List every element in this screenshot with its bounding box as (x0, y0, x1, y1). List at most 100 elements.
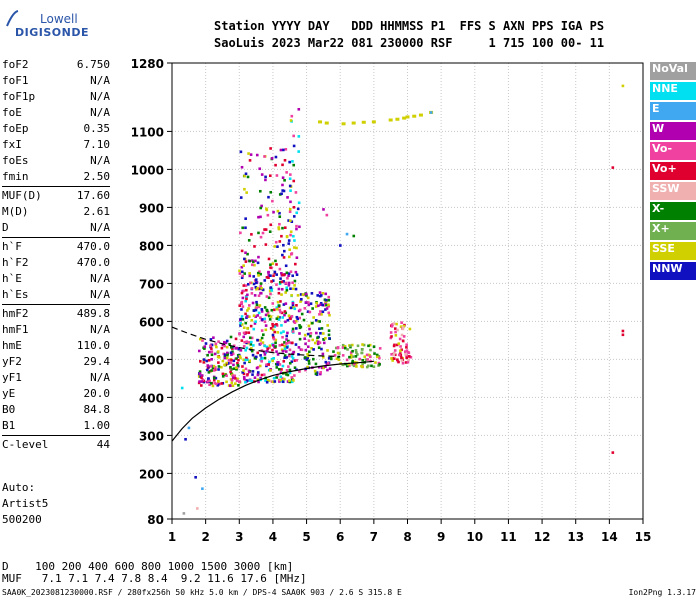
echo-point (256, 378, 260, 381)
echo-point (272, 356, 275, 360)
echo-point (372, 365, 376, 369)
echo-point (312, 316, 315, 319)
echo-point (254, 315, 257, 318)
echo-point (229, 361, 233, 365)
param-row-foes: foEs N/A (2, 153, 110, 169)
echo-point (291, 274, 294, 278)
echo-point (279, 371, 283, 374)
echo-point (285, 356, 288, 359)
echo-point (256, 286, 259, 290)
echo-point (290, 377, 294, 381)
echo-point (354, 363, 358, 366)
echo-point (235, 368, 238, 371)
echo-point (284, 281, 288, 285)
echo-point (401, 361, 405, 365)
echo-point (291, 160, 294, 163)
echo-point (264, 175, 267, 179)
echo-point (256, 338, 259, 342)
echo-point (319, 303, 322, 307)
echo-point (288, 255, 291, 259)
echo-point (206, 379, 210, 383)
echo-point (349, 353, 353, 357)
echo-point (228, 384, 232, 388)
isolated-echo-point (339, 244, 342, 247)
echo-point (280, 234, 283, 238)
echo-point (247, 315, 251, 318)
echo-point (198, 380, 201, 383)
echo-point (250, 233, 253, 236)
echo-point (290, 355, 294, 358)
echo-point (197, 381, 201, 385)
param-row-fxi: fxI 7.10 (2, 137, 110, 153)
echo-point (286, 373, 290, 377)
echo-point (250, 318, 254, 322)
polarization-legend: NoVal NNE E W Vo- Vo+ SSW X- X+ SSE NNW (650, 62, 696, 282)
logo-line-2: DIGISONDE (15, 26, 89, 39)
echo-point (289, 173, 292, 176)
echo-point (216, 355, 220, 359)
echo-point (288, 371, 292, 375)
echo-point (289, 119, 293, 122)
y-tick-label: 200 (139, 467, 164, 481)
echo-point (271, 262, 275, 265)
echo-point (225, 380, 228, 384)
echo-point (287, 365, 290, 368)
echo-point (318, 327, 321, 331)
echo-point (341, 343, 345, 347)
echo-point (273, 270, 277, 274)
echo-point (230, 378, 234, 382)
echo-point (307, 362, 311, 365)
param-value: N/A (90, 288, 110, 301)
echo-point (283, 347, 287, 351)
echo-point (268, 174, 272, 178)
echo-point (264, 379, 267, 382)
echo-point (399, 349, 402, 353)
echo-point (243, 272, 247, 275)
echo-point (272, 337, 276, 341)
echo-point (278, 282, 282, 286)
echo-point (233, 377, 237, 380)
echo-point (254, 320, 257, 323)
echo-point (327, 329, 331, 332)
echo-point (282, 256, 286, 259)
echo-point (294, 262, 297, 266)
echo-point (275, 317, 279, 320)
echo-point (230, 358, 233, 362)
echo-point (260, 329, 264, 332)
param-row-ye: yE 20.0 (2, 386, 110, 402)
echo-point (272, 336, 275, 339)
echo-point (322, 366, 326, 370)
echo-point (276, 361, 279, 364)
echo-point (295, 246, 298, 250)
echo-point (289, 233, 292, 237)
echo-point (235, 346, 239, 350)
param-row-h-e: h`E N/A (2, 271, 110, 287)
echo-point (269, 266, 272, 269)
station-header: Station YYYY DAY DDD HHMMSS P1 FFS S AXN… (214, 18, 604, 52)
y-tick-label: 1100 (131, 125, 164, 139)
param-name: foF1p (2, 90, 36, 103)
muf-table: D 100 200 400 600 800 1000 1500 3000 [km… (2, 561, 307, 585)
echo-point (336, 346, 340, 349)
echo-point (253, 245, 256, 248)
param-name: foEs (2, 154, 29, 167)
echo-point (301, 293, 305, 296)
echo-point (274, 341, 277, 345)
echo-point (257, 215, 260, 219)
legend-item-vo-: Vo+ (650, 162, 696, 180)
echo-point (288, 184, 292, 188)
echo-point (263, 353, 267, 356)
sse-echo-point (402, 116, 407, 120)
echo-point (262, 333, 265, 337)
param-row-fmin: fmin 2.50 (2, 169, 110, 185)
echo-point (311, 338, 315, 342)
echo-point (231, 352, 235, 356)
echo-point (244, 379, 248, 382)
x-tick-label: 13 (567, 530, 584, 544)
echo-point (241, 274, 245, 278)
echo-point (284, 291, 287, 294)
echo-point (298, 370, 301, 373)
echo-point (327, 356, 331, 360)
echo-point (405, 354, 408, 358)
echo-point (254, 357, 257, 360)
